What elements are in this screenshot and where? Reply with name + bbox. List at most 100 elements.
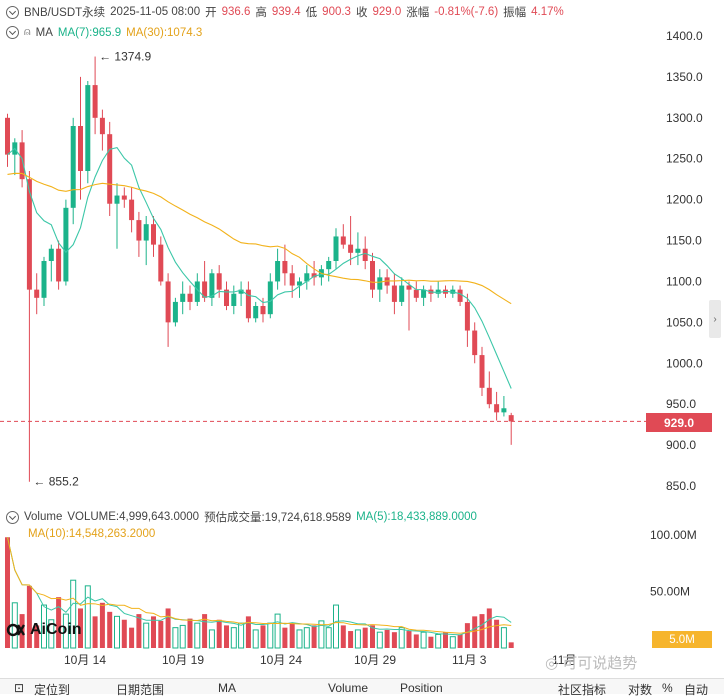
volume-bar [238, 622, 245, 649]
candle-body [165, 281, 171, 323]
symbol-label[interactable]: BNB/USDT永续 [24, 7, 106, 19]
candle-body [370, 261, 375, 290]
volume-bar [333, 604, 339, 649]
ma7-value: MA(7):965.9 [57, 26, 122, 39]
candle-body [41, 261, 47, 298]
candle-body [70, 126, 76, 208]
volume-bar [354, 629, 361, 649]
auto-scale-toggle[interactable]: 自动 [684, 683, 709, 697]
price-tick-label: 1400.0 [666, 29, 703, 43]
candle-body [311, 273, 317, 278]
volume-bar [208, 629, 215, 649]
volume-bar [362, 627, 368, 648]
candle-body [158, 244, 164, 282]
volume-bar [92, 616, 98, 648]
volume-label[interactable]: Volume [24, 511, 63, 523]
ma-legend: ⍝ MA MA(7):965.9 MA(30):1074.3 [6, 26, 202, 39]
volume-bar [325, 627, 332, 649]
price-tick-label: 1200.0 [666, 193, 703, 207]
price-tick-label: 1350.0 [666, 70, 703, 84]
log-scale-toggle[interactable]: 对数 [628, 683, 653, 697]
ma-label[interactable]: MA [35, 26, 53, 39]
volume-bar [303, 627, 310, 649]
position-toggle[interactable]: Position [400, 681, 443, 695]
volume-bar [391, 632, 397, 648]
low-label: 低 [305, 7, 318, 19]
candle-body [129, 199, 135, 221]
candle-body [464, 301, 470, 331]
volume-ma10-line [7, 537, 512, 634]
volume-bar [449, 636, 456, 649]
volume-bar [34, 625, 40, 648]
watermark: ◎ 可可说趋势 [545, 652, 637, 673]
volume-bar [296, 629, 303, 649]
collapse-chevron-icon[interactable] [6, 5, 19, 19]
percent-toggle[interactable]: % [662, 681, 673, 695]
date-tick-label: 10月 14 [64, 653, 106, 667]
volume-bar [84, 585, 91, 649]
candle-body [479, 355, 485, 388]
candle-body [406, 285, 412, 290]
candle-body [172, 301, 178, 323]
candle-body [180, 293, 186, 302]
candle-body [63, 207, 69, 282]
price-tick-label: 1100.0 [666, 274, 702, 288]
candle-body [494, 404, 500, 413]
candle-body [391, 285, 397, 302]
volume-bar [340, 625, 346, 648]
candle-body [85, 85, 91, 171]
ma-toggle[interactable]: MA [218, 681, 236, 695]
price-tick-label: 1150.0 [666, 234, 702, 248]
volume-bar [136, 614, 142, 648]
price-tick-label: 900.0 [666, 438, 696, 452]
volume-bar [267, 622, 274, 649]
candle-body [333, 236, 339, 261]
volume-bar [70, 579, 77, 649]
volume-bar [457, 634, 463, 648]
side-panel-handle-icon[interactable]: › [709, 300, 721, 338]
locate-icon[interactable]: ⊡ [14, 681, 25, 695]
aicoin-logo-text: AiCoin [30, 621, 82, 638]
volume-bar [318, 620, 325, 649]
locate-button[interactable]: 定位到 [34, 683, 71, 697]
volume-toggle[interactable]: Volume [328, 681, 369, 695]
date-tick-label: 11月 3 [452, 653, 487, 667]
volume-bar [62, 613, 69, 649]
volume-ma5-line [7, 537, 512, 636]
date-tick-label: 10月 19 [162, 653, 204, 667]
volume-bar [443, 632, 448, 648]
candle-body [435, 289, 441, 294]
candle-body [362, 248, 368, 261]
candle-body [143, 224, 149, 241]
candle-body [340, 236, 346, 245]
date-range-button[interactable]: 日期范围 [116, 683, 165, 697]
volume-bar [158, 620, 164, 648]
candle-body [92, 85, 98, 118]
ma-collapse-icon[interactable] [6, 26, 19, 39]
candle-body [114, 195, 120, 204]
open-label: 开 [205, 7, 217, 19]
volume-bar [165, 608, 171, 648]
volume-bar [114, 615, 120, 649]
volume-bar [245, 616, 251, 648]
hide-eye-icon[interactable]: ⍝ [24, 26, 31, 38]
vol-ma10-value: MA(10):14,548,263.2000 [28, 528, 156, 540]
volume-collapse-icon[interactable] [6, 510, 19, 524]
candle-body [472, 330, 478, 356]
community-indicators-button[interactable]: 社区指标 [558, 683, 607, 697]
candle-body [253, 306, 259, 319]
volume-bar [230, 627, 237, 649]
volume-bar [274, 613, 281, 649]
volume-bar [5, 537, 10, 648]
close-label: 收 [355, 7, 368, 19]
candle-body [107, 134, 113, 204]
volume-bar [464, 623, 470, 648]
watermark-icon: ◎ [545, 655, 559, 672]
price-tick-label: 1250.0 [666, 152, 703, 166]
volume-bar [311, 625, 317, 648]
candle-body [399, 285, 405, 302]
date-tick-label: 10月 29 [354, 653, 396, 667]
volume-tick-label: 50.00M [650, 585, 690, 599]
volume-bar [151, 616, 156, 648]
